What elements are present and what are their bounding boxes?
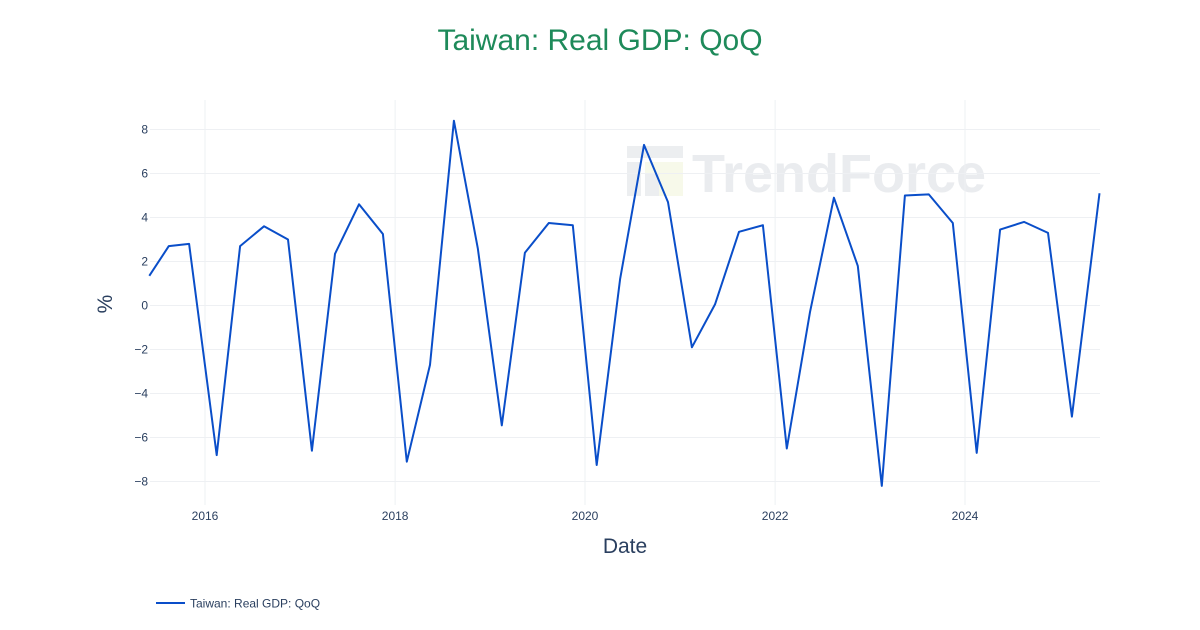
y-axis-ticks: 8 6 4 2 0 −2 −4 −6 −8 — [134, 123, 148, 489]
data-point[interactable] — [237, 243, 243, 249]
legend[interactable]: Taiwan: Real GDP: QoQ — [156, 597, 320, 611]
y-tick-label: 8 — [141, 123, 148, 137]
data-point[interactable] — [186, 241, 192, 247]
data-point[interactable] — [499, 422, 505, 428]
data-point[interactable] — [974, 450, 980, 456]
data-point[interactable] — [926, 191, 932, 197]
data-point[interactable] — [261, 223, 267, 229]
data-point[interactable] — [641, 142, 647, 148]
data-point[interactable] — [427, 362, 433, 368]
data-point[interactable] — [1021, 219, 1027, 225]
y-tick-label: 4 — [141, 211, 148, 225]
data-point[interactable] — [166, 243, 172, 249]
x-tick-label: 2018 — [382, 509, 409, 523]
data-point[interactable] — [665, 199, 671, 205]
y-tick-label: 6 — [141, 167, 148, 181]
y-tick-label: −4 — [134, 387, 148, 401]
data-point[interactable] — [760, 222, 766, 228]
data-point[interactable] — [736, 229, 742, 235]
data-point[interactable] — [214, 452, 220, 458]
data-point[interactable] — [712, 301, 718, 307]
y-tick-label: 0 — [141, 299, 148, 313]
chart-title: Taiwan: Real GDP: QoQ — [437, 24, 762, 57]
data-point[interactable] — [689, 344, 695, 350]
x-tick-label: 2016 — [192, 509, 219, 523]
data-point[interactable] — [831, 195, 837, 201]
series-group — [146, 118, 1103, 489]
data-point[interactable] — [950, 220, 956, 226]
data-point[interactable] — [451, 118, 457, 124]
legend-label: Taiwan: Real GDP: QoQ — [190, 597, 320, 611]
data-point[interactable] — [997, 227, 1003, 233]
data-point[interactable] — [146, 273, 152, 279]
y-tick-label: 2 — [141, 255, 148, 269]
data-point[interactable] — [285, 237, 291, 243]
data-point[interactable] — [546, 220, 552, 226]
data-point[interactable] — [1069, 414, 1075, 420]
y-axis-title: % — [94, 295, 117, 314]
data-point[interactable] — [404, 459, 410, 465]
x-tick-label: 2022 — [762, 509, 789, 523]
data-point[interactable] — [570, 222, 576, 228]
data-point[interactable] — [617, 276, 623, 282]
data-point[interactable] — [380, 231, 386, 237]
data-point[interactable] — [855, 263, 861, 269]
y-tick-label: −6 — [134, 431, 148, 445]
x-axis-title: Date — [603, 535, 647, 558]
y-gridlines — [150, 129, 1100, 482]
x-gridlines — [204, 100, 966, 505]
data-point[interactable] — [879, 483, 885, 489]
y-tick-label: −2 — [134, 343, 148, 357]
data-point[interactable] — [309, 448, 315, 454]
x-tick-label: 2020 — [572, 509, 599, 523]
data-point[interactable] — [332, 251, 338, 257]
data-point[interactable] — [784, 446, 790, 452]
x-axis-ticks: 2016 2018 2020 2022 2024 — [192, 509, 979, 523]
data-point[interactable] — [1097, 190, 1103, 196]
data-point[interactable] — [356, 201, 362, 207]
y-tick-label: −8 — [134, 475, 148, 489]
data-point[interactable] — [522, 250, 528, 256]
data-point[interactable] — [902, 193, 908, 199]
data-point[interactable] — [807, 309, 813, 315]
data-point[interactable] — [1045, 230, 1051, 236]
data-point[interactable] — [475, 245, 481, 251]
data-point[interactable] — [594, 462, 600, 468]
x-tick-label: 2024 — [952, 509, 979, 523]
series-line[interactable] — [148, 119, 1101, 487]
